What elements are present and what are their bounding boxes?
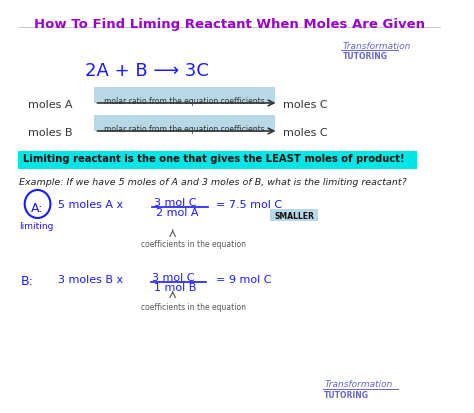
- Text: A:: A:: [31, 201, 44, 214]
- Text: moles C: moles C: [283, 128, 328, 138]
- Text: How To Find Liming Reactant When Moles Are Given: How To Find Liming Reactant When Moles A…: [34, 18, 425, 31]
- Text: moles C: moles C: [283, 100, 328, 110]
- Text: moles A: moles A: [28, 100, 73, 110]
- FancyBboxPatch shape: [270, 209, 319, 221]
- Text: = 9 mol C: = 9 mol C: [216, 274, 272, 284]
- Text: 3 moles B x: 3 moles B x: [58, 274, 123, 284]
- Text: Example: If we have 5 moles of A and 3 moles of B, what is the limiting reactant: Example: If we have 5 moles of A and 3 m…: [19, 178, 407, 187]
- Text: coefficients in the equation: coefficients in the equation: [140, 240, 246, 248]
- Text: Transformation: Transformation: [324, 379, 393, 388]
- Text: Limiting reactant is the one that gives the LEAST moles of product!: Limiting reactant is the one that gives …: [23, 154, 404, 164]
- Text: B:: B:: [21, 274, 34, 287]
- Text: 2A + B ⟶ 3C: 2A + B ⟶ 3C: [85, 62, 209, 80]
- Text: 3 mol C: 3 mol C: [155, 197, 197, 207]
- Text: = 7.5 mol C: = 7.5 mol C: [216, 199, 282, 209]
- Text: TUTORING: TUTORING: [343, 52, 388, 61]
- Text: limiting: limiting: [19, 221, 54, 230]
- FancyBboxPatch shape: [94, 116, 275, 132]
- Text: SMALLER: SMALLER: [274, 211, 314, 221]
- Text: 2 mol A: 2 mol A: [156, 207, 199, 218]
- Text: moles B: moles B: [28, 128, 73, 138]
- Text: Transformation: Transformation: [343, 42, 411, 51]
- Text: 5 moles A x: 5 moles A x: [58, 199, 123, 209]
- Text: molar ratio from the equation coefficients: molar ratio from the equation coefficien…: [104, 97, 265, 106]
- Text: TUTORING: TUTORING: [324, 390, 369, 399]
- Text: 1 mol B: 1 mol B: [155, 282, 197, 292]
- FancyBboxPatch shape: [18, 152, 417, 170]
- Text: coefficients in the equation: coefficients in the equation: [140, 302, 246, 311]
- Text: molar ratio from the equation coefficients: molar ratio from the equation coefficien…: [104, 125, 265, 134]
- Text: 3 mol C: 3 mol C: [153, 272, 195, 282]
- FancyBboxPatch shape: [94, 88, 275, 104]
